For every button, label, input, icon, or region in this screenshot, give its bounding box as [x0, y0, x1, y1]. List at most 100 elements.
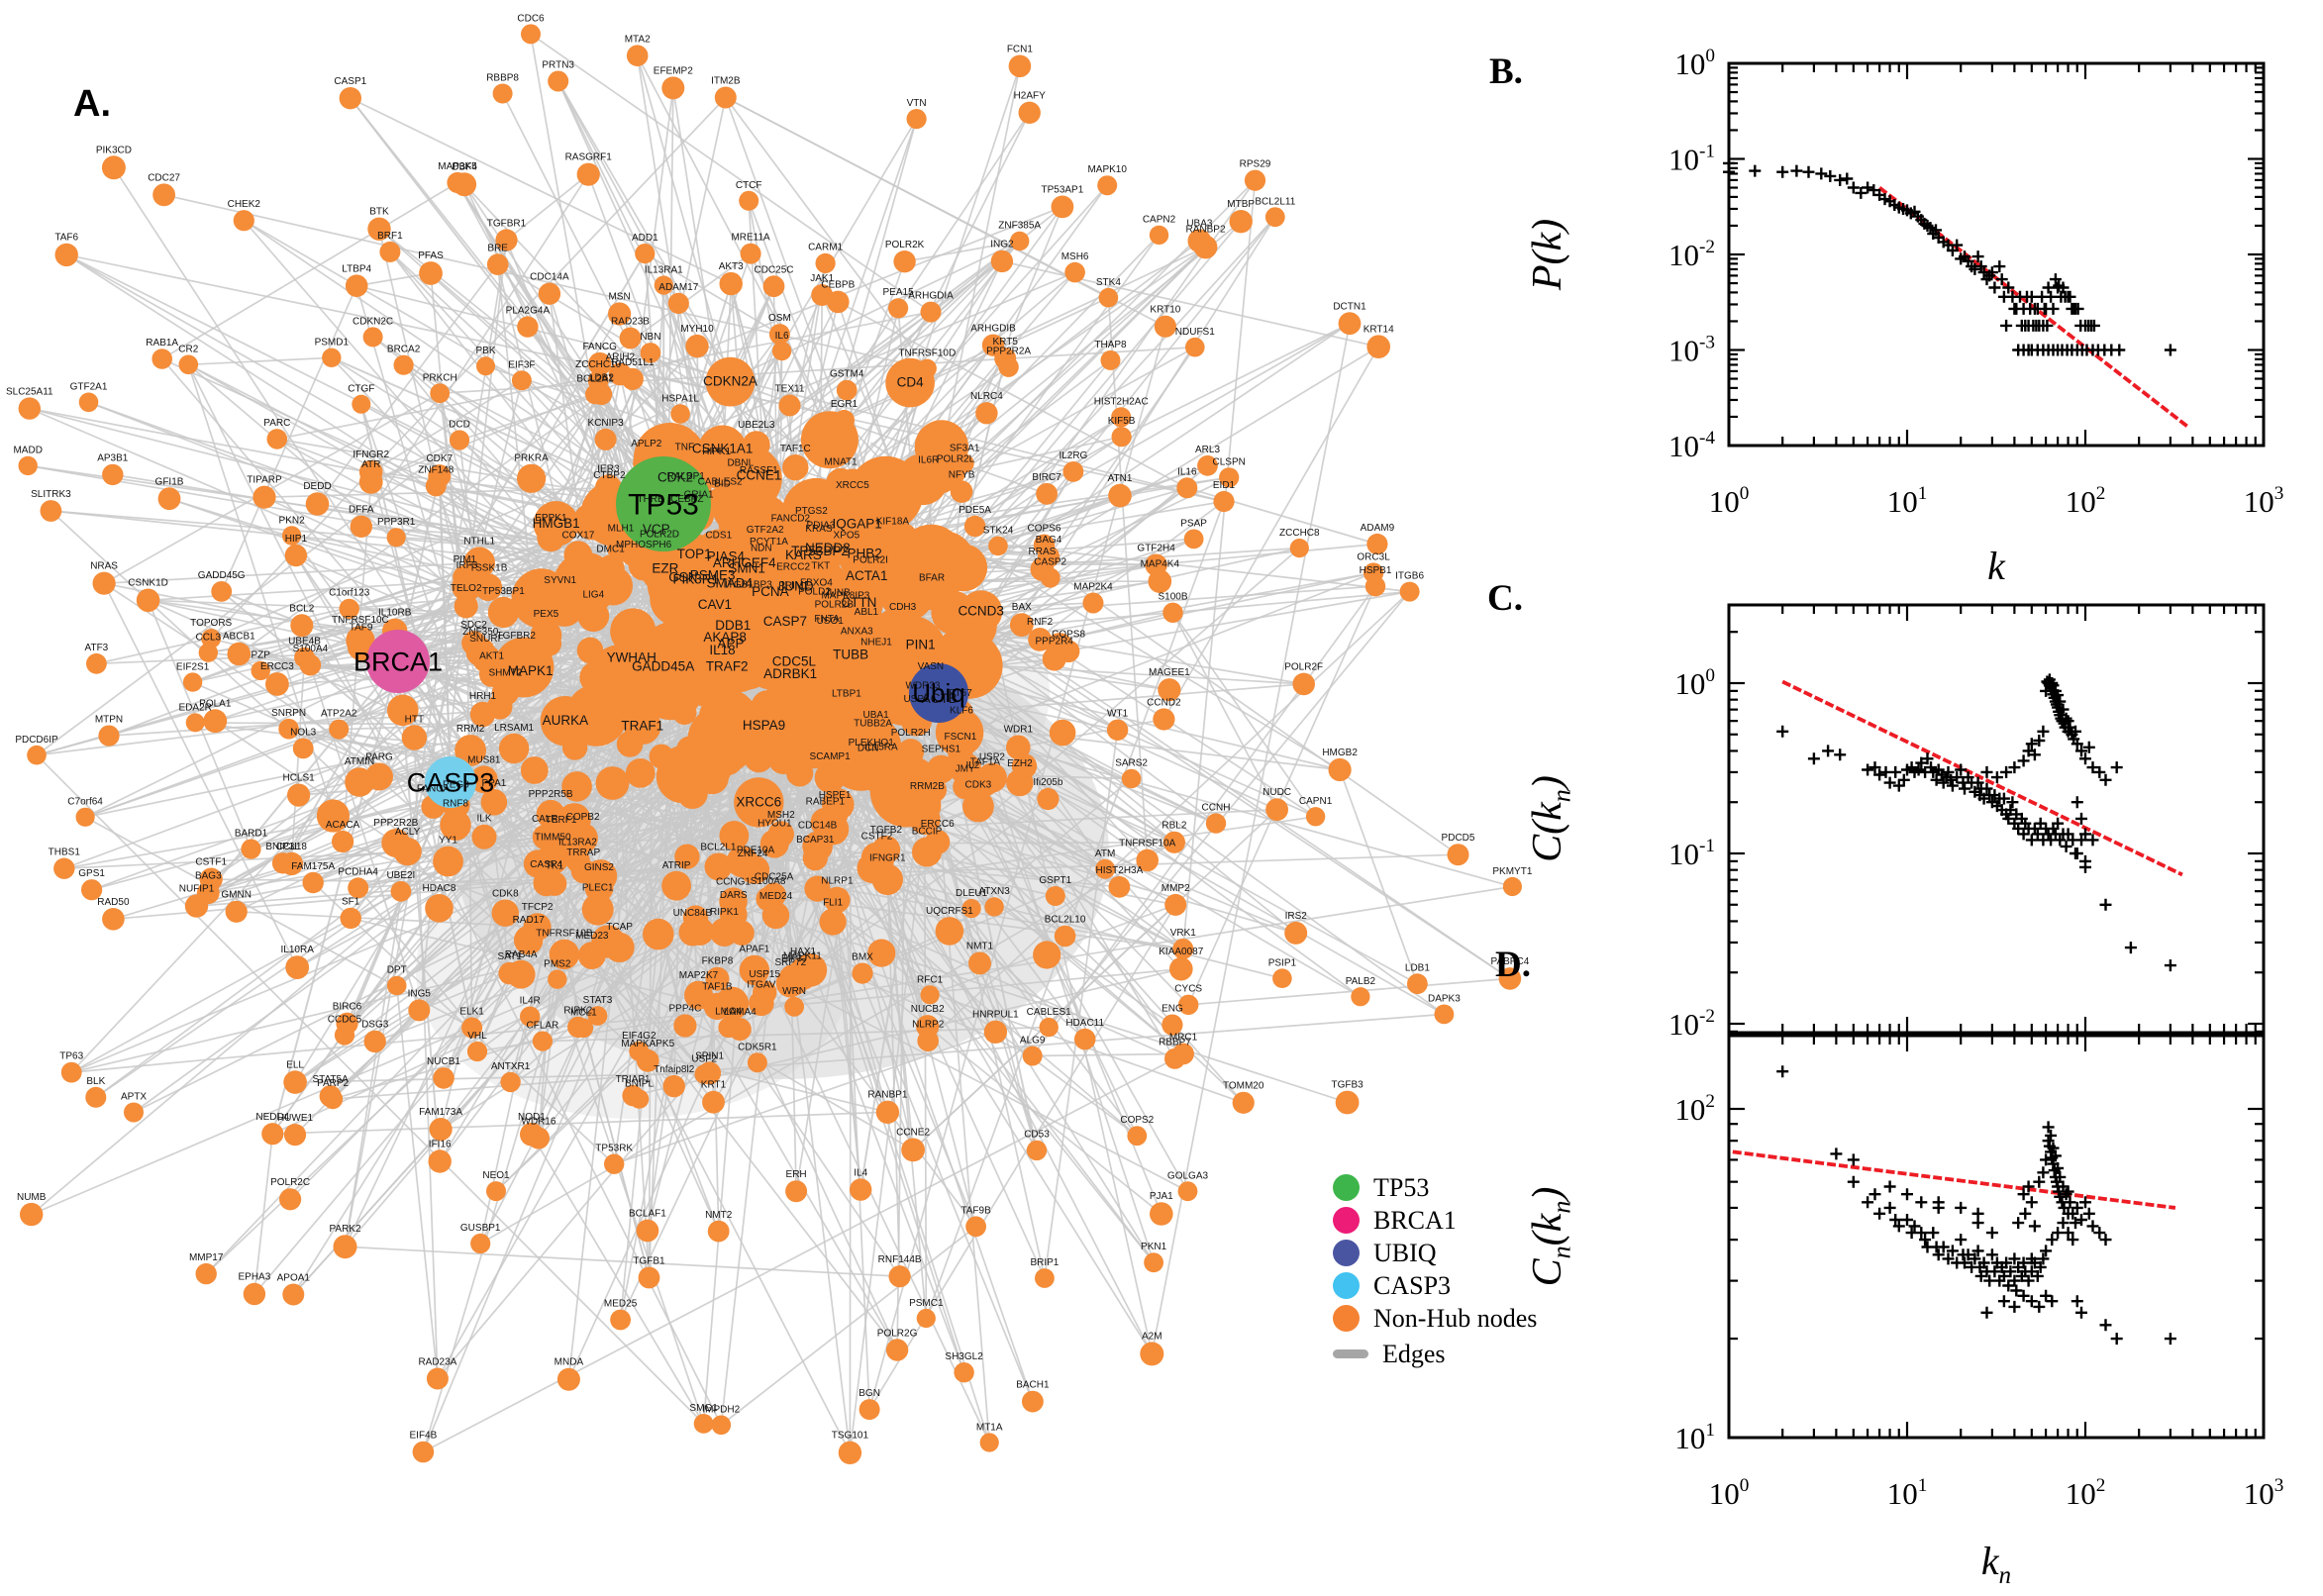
svg-text:TK1: TK1: [546, 860, 564, 871]
svg-text:10-1: 10-1: [1668, 836, 1715, 871]
svg-text:SYVN1: SYVN1: [544, 575, 576, 586]
svg-text:IL6R: IL6R: [918, 454, 939, 465]
svg-text:IFT57: IFT57: [947, 688, 973, 699]
svg-text:IL2: IL2: [965, 760, 979, 771]
svg-text:RABEP1: RABEP1: [806, 797, 846, 808]
svg-text:BNIPL: BNIPL: [625, 1079, 654, 1090]
svg-text:TP53RK: TP53RK: [595, 1143, 633, 1153]
svg-text:PPA1: PPA1: [481, 778, 506, 789]
svg-text:PIAS4: PIAS4: [707, 549, 746, 564]
svg-text:CDH3: CDH3: [889, 602, 917, 613]
svg-text:GTF2A2: GTF2A2: [747, 525, 784, 536]
svg-text:BGN: BGN: [858, 1388, 880, 1399]
svg-text:10-2: 10-2: [1668, 1006, 1715, 1042]
svg-text:RNF144B: RNF144B: [878, 1254, 922, 1265]
svg-text:TNFRSF10D: TNFRSF10D: [898, 349, 956, 359]
svg-text:RASSF1: RASSF1: [740, 465, 778, 476]
svg-text:NLRP2: NLRP2: [912, 1020, 945, 1031]
svg-text:S100A4: S100A4: [293, 644, 329, 654]
svg-text:HDAC11: HDAC11: [1065, 1018, 1104, 1029]
svg-text:KARS: KARS: [785, 548, 822, 562]
svg-text:XPO5: XPO5: [834, 530, 860, 541]
svg-text:NEO1: NEO1: [482, 1170, 510, 1181]
svg-text:CD4: CD4: [897, 375, 924, 390]
svg-text:LRSAM1: LRSAM1: [494, 723, 534, 734]
svg-text:ZNF385A: ZNF385A: [998, 221, 1041, 232]
svg-text:APAF1: APAF1: [739, 945, 769, 955]
svg-text:TRAF1: TRAF1: [621, 718, 663, 733]
svg-text:COX17: COX17: [562, 530, 595, 541]
svg-text:MPHOSPH6: MPHOSPH6: [616, 540, 672, 550]
svg-text:S100B: S100B: [1158, 592, 1187, 603]
svg-text:BCL2L1: BCL2L1: [700, 842, 737, 852]
svg-text:ADAM9: ADAM9: [1361, 523, 1395, 534]
svg-text:CCNE1: CCNE1: [737, 467, 782, 482]
svg-text:BCL2: BCL2: [289, 603, 314, 614]
svg-text:XRCC5: XRCC5: [836, 480, 869, 491]
svg-text:MTA2: MTA2: [625, 34, 651, 45]
svg-text:10-3: 10-3: [1668, 332, 1715, 367]
hub-node-label-casp3: CASP3: [407, 767, 495, 797]
svg-text:RIPK2: RIPK2: [563, 1006, 592, 1017]
svg-text:LTBP1: LTBP1: [832, 688, 861, 699]
svg-text:TEX11: TEX11: [775, 384, 805, 395]
svg-text:CASP2: CASP2: [1034, 557, 1066, 568]
svg-text:PCYT1A: PCYT1A: [750, 537, 788, 548]
svg-text:ILK: ILK: [476, 814, 491, 825]
svg-text:BRF1: BRF1: [377, 231, 403, 242]
node-swatch-icon: [1333, 1305, 1360, 1332]
svg-text:CARM1: CARM1: [808, 243, 843, 253]
svg-text:COPB2: COPB2: [566, 812, 600, 823]
svg-text:BID: BID: [714, 478, 731, 489]
svg-text:CD53: CD53: [1024, 1130, 1050, 1141]
svg-text:ZCCHC10: ZCCHC10: [575, 359, 622, 370]
svg-text:YWHAH: YWHAH: [607, 650, 656, 665]
svg-text:PPP4C: PPP4C: [669, 1003, 702, 1014]
svg-text:RAB4A: RAB4A: [505, 949, 538, 960]
svg-text:HUWE1: HUWE1: [277, 1113, 314, 1124]
svg-text:DLEU1: DLEU1: [956, 888, 988, 899]
svg-text:ADAM17: ADAM17: [658, 282, 698, 293]
svg-text:DFFA: DFFA: [349, 505, 374, 516]
svg-text:PABPC4: PABPC4: [1491, 956, 1530, 967]
svg-text:ZCCHC8: ZCCHC8: [1279, 528, 1320, 539]
svg-text:HDAC8: HDAC8: [423, 883, 456, 894]
svg-text:TUBB2A: TUBB2A: [854, 719, 892, 730]
svg-text:GADD45A: GADD45A: [632, 658, 694, 673]
svg-text:ERH: ERH: [786, 1169, 807, 1180]
svg-text:PDE5A: PDE5A: [959, 505, 991, 516]
svg-text:103: 103: [2244, 1475, 2284, 1511]
svg-text:FNTA: FNTA: [814, 614, 840, 625]
svg-text:SMAD4: SMAD4: [707, 575, 754, 590]
svg-text:TOP1: TOP1: [677, 547, 712, 561]
legend-item-label: CASP3: [1373, 1270, 1452, 1300]
svg-text:MAPK10: MAPK10: [1087, 164, 1127, 175]
svg-text:CDK2: CDK2: [657, 470, 693, 485]
svg-text:EIF4B: EIF4B: [410, 1431, 438, 1442]
svg-text:BCAP31: BCAP31: [796, 835, 835, 846]
svg-text:CDC25A: CDC25A: [755, 872, 794, 883]
svg-text:FANCA: FANCA: [417, 784, 451, 795]
svg-text:TRAF2: TRAF2: [706, 659, 749, 674]
svg-text:ERCC2: ERCC2: [776, 562, 810, 573]
svg-text:THBS1: THBS1: [49, 848, 81, 858]
panel-d-label: D.: [1495, 945, 1531, 985]
panel-a-label: A.: [73, 83, 111, 125]
svg-text:ITGAV: ITGAV: [747, 980, 776, 991]
svg-text:NLRP1: NLRP1: [821, 876, 854, 887]
svg-text:ERCC6: ERCC6: [921, 819, 955, 830]
svg-text:NOL3: NOL3: [290, 728, 317, 739]
svg-text:CSTF1: CSTF1: [195, 857, 227, 868]
svg-text:MCL1: MCL1: [570, 1008, 597, 1019]
svg-text:PDCD6IP: PDCD6IP: [15, 735, 58, 746]
svg-text:CASP4: CASP4: [530, 859, 562, 870]
tick-labels: 100 10-1 10-2: [1668, 665, 1715, 1042]
svg-text:SNURF: SNURF: [469, 634, 503, 645]
legend-item-casp3: CASP3: [1333, 1269, 1537, 1302]
svg-text:POLR2D: POLR2D: [640, 529, 679, 540]
svg-text:CEBPZ: CEBPZ: [670, 494, 703, 505]
svg-text:EDA2R: EDA2R: [179, 702, 212, 713]
svg-text:Tnfaip8l2: Tnfaip8l2: [654, 1064, 695, 1075]
plot-frame: [1727, 1034, 2266, 1440]
